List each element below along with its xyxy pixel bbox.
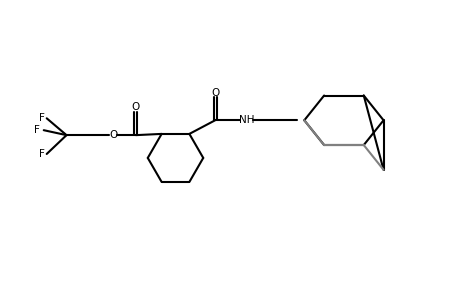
Text: F: F [39, 149, 45, 159]
Text: NH: NH [238, 115, 253, 125]
Text: F: F [34, 125, 39, 135]
Text: O: O [109, 130, 117, 140]
Text: F: F [39, 113, 45, 123]
Text: O: O [211, 88, 219, 98]
Text: O: O [131, 102, 140, 112]
